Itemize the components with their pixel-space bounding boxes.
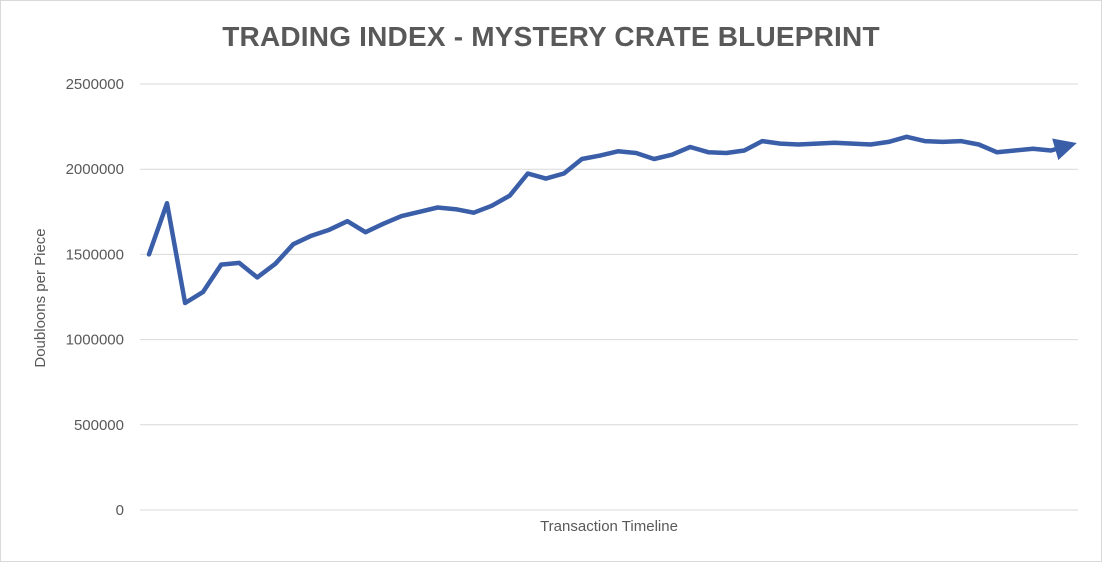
data-point xyxy=(634,151,639,155)
data-point xyxy=(507,193,512,198)
data-point xyxy=(958,139,963,144)
x-axis-title: Transaction Timeline xyxy=(540,518,678,535)
data-point xyxy=(165,201,169,206)
data-point xyxy=(652,157,657,161)
data-point xyxy=(543,176,548,181)
y-tick-label: 2500000 xyxy=(66,76,124,93)
series-line xyxy=(146,134,1077,306)
data-point xyxy=(868,142,873,147)
data-point xyxy=(273,261,278,266)
data-point xyxy=(255,275,260,280)
y-tick-label: 1500000 xyxy=(66,246,124,263)
data-point xyxy=(904,134,909,139)
data-point xyxy=(994,150,999,155)
data-point xyxy=(670,152,675,157)
data-point xyxy=(489,203,494,208)
data-point xyxy=(814,141,819,146)
data-point xyxy=(417,209,422,214)
data-point xyxy=(435,205,440,210)
y-tick-label: 500000 xyxy=(74,417,124,434)
y-tick-label: 2000000 xyxy=(66,161,124,178)
data-point xyxy=(850,141,855,146)
data-point xyxy=(381,221,386,226)
data-point xyxy=(291,242,296,247)
data-point xyxy=(724,151,729,155)
data-point xyxy=(453,207,458,212)
series-group xyxy=(146,134,1077,306)
data-point xyxy=(309,233,314,238)
chart-title: TRADING INDEX - MYSTERY CRATE BLUEPRINT xyxy=(222,21,880,52)
data-point xyxy=(201,289,206,294)
data-point xyxy=(1012,148,1017,153)
data-point xyxy=(796,142,801,147)
data-point xyxy=(742,148,747,153)
data-point xyxy=(579,157,584,161)
data-point xyxy=(1049,148,1053,153)
data-point xyxy=(688,145,693,149)
data-point xyxy=(1067,143,1071,148)
y-axis-tick-labels: 0 500000 1000000 1500000 2000000 2500000 xyxy=(66,76,124,519)
data-point xyxy=(706,150,711,155)
data-point xyxy=(760,139,765,144)
data-point xyxy=(327,227,332,232)
data-point xyxy=(922,139,927,144)
data-point xyxy=(219,262,224,267)
data-point xyxy=(1030,146,1035,151)
data-point xyxy=(237,260,242,265)
data-point xyxy=(525,171,530,176)
data-point xyxy=(561,171,566,176)
data-point xyxy=(183,301,188,305)
data-point xyxy=(363,230,368,235)
data-point xyxy=(940,139,945,144)
data-point xyxy=(616,149,620,154)
data-point xyxy=(147,252,151,257)
y-axis-title: Doubloons per Piece xyxy=(32,228,49,367)
data-point xyxy=(886,139,891,144)
data-point xyxy=(832,140,837,145)
data-point xyxy=(976,142,981,147)
y-tick-label: 0 xyxy=(116,502,124,519)
data-point xyxy=(345,219,350,224)
data-point xyxy=(778,141,783,146)
data-point xyxy=(598,153,602,158)
data-point xyxy=(471,210,476,215)
data-point xyxy=(399,214,404,219)
y-tick-label: 1000000 xyxy=(66,332,124,349)
gridlines xyxy=(140,83,1078,511)
